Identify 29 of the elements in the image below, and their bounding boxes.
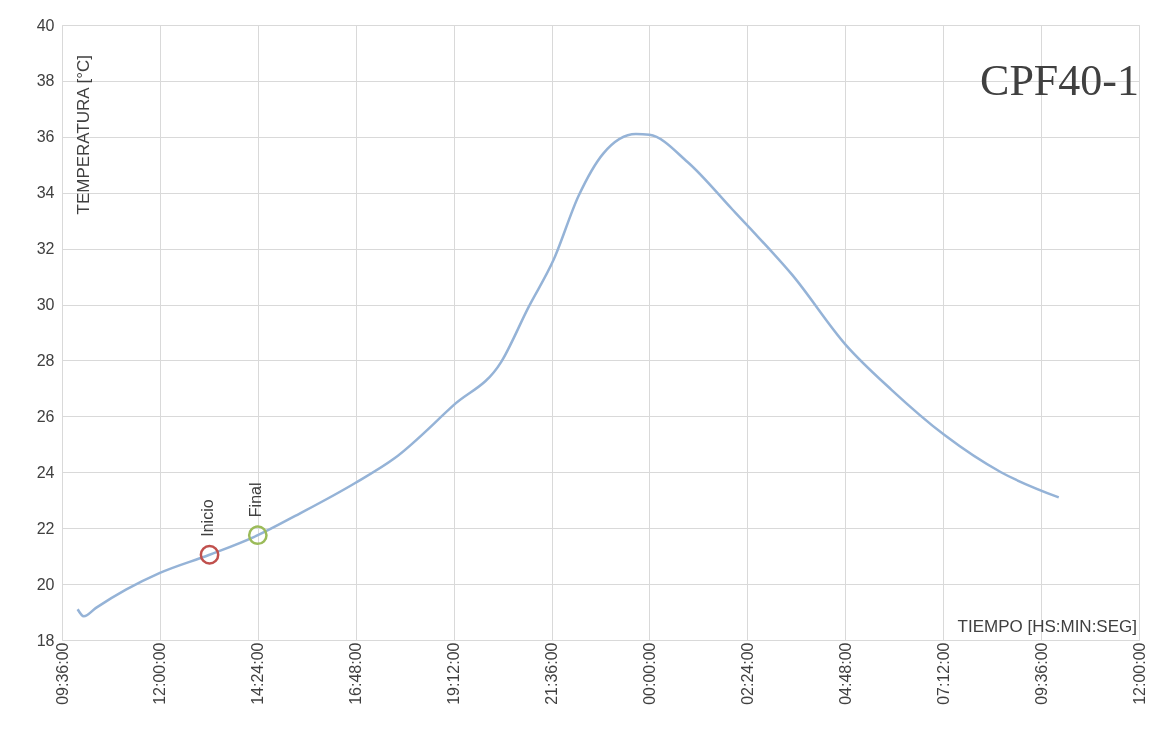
x-tick-label: 16:48:00 xyxy=(347,642,365,705)
x-tick-label: 19:12:00 xyxy=(445,642,463,705)
y-tick-label: 28 xyxy=(36,351,55,369)
text: CPF40-1 xyxy=(980,56,1139,105)
x-tick-label: 21:36:00 xyxy=(543,642,561,705)
y-tick-label: 18 xyxy=(36,631,55,649)
x-tick-label: 07:12:00 xyxy=(934,642,952,705)
x-tick-label: 02:24:00 xyxy=(738,642,756,705)
text: Final xyxy=(246,482,264,518)
x-tick-label: 12:00:00 xyxy=(1130,642,1148,705)
x-tick-label: 00:00:00 xyxy=(640,642,658,705)
y-tick-label: 38 xyxy=(36,72,55,90)
y-tick-label: 30 xyxy=(36,296,55,314)
x-tick-label: 12:00:00 xyxy=(151,642,169,705)
y-tick-label: 32 xyxy=(36,240,55,258)
x-tick-label: 14:24:00 xyxy=(249,642,267,705)
x-tick-label: 04:48:00 xyxy=(836,642,854,705)
y-tick-label: 40 xyxy=(36,16,55,34)
y-tick-label: 24 xyxy=(36,463,55,481)
y-tick-label: 22 xyxy=(36,519,55,537)
y-tick-label: 20 xyxy=(36,575,55,593)
x-axis-title: TIEMPO [HS:MIN:SEG] xyxy=(957,617,1137,636)
text: Inicio xyxy=(198,499,216,537)
y-axis-title: TEMPERATURA [°C] xyxy=(74,55,93,215)
x-tick-label: 09:36:00 xyxy=(1032,642,1050,705)
y-tick-label: 26 xyxy=(36,407,55,425)
y-tick-label: 36 xyxy=(36,128,55,146)
x-tick-label: 09:36:00 xyxy=(53,642,71,705)
y-tick-label: 34 xyxy=(36,184,55,202)
